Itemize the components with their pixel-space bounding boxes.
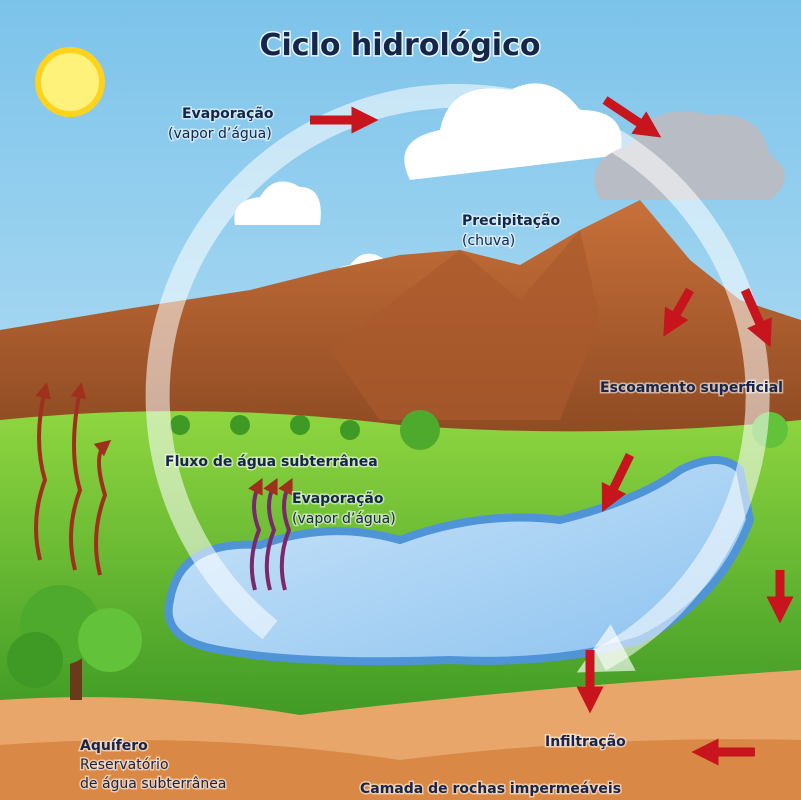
label: Escoamento superficial [600,380,783,396]
tree-crown [170,415,190,435]
label: Precipitação [462,213,560,229]
label: Aquífero [80,738,148,754]
label: (vapor d’água) [292,511,396,527]
label: (vapor d’água) [168,126,272,142]
label: Evaporação [292,491,384,507]
sun [38,50,102,114]
tree-crown [78,608,142,672]
tree-crown [230,415,250,435]
label: (chuva) [462,233,515,249]
tree-crown [340,420,360,440]
hydrologic-cycle-diagram: Ciclo hidrológico Evaporação (vapor d’ág… [0,0,801,800]
tree-crown [400,410,440,450]
tree-crown [290,415,310,435]
label: Camada de rochas impermeáveis [360,781,621,797]
page: Ciclo hidrológico {"title": "Ciclo hidro… [0,0,801,800]
label: de água subterrânea [80,776,226,792]
label: Fluxo de água subterrânea [165,454,378,470]
body: Ciclo hidrológico Evaporação (vapor d’ág… [0,0,801,800]
label: Evaporação [182,106,274,122]
tree-crown [7,632,63,688]
label: Infiltração [545,734,626,750]
label: Reservatório [80,757,169,773]
title: Ciclo hidrológico [260,28,541,63]
